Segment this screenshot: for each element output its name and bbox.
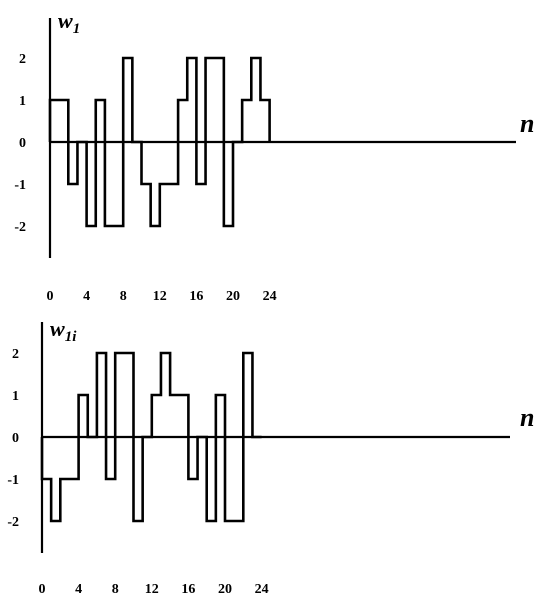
y-tick-label: -2 — [14, 220, 26, 235]
x-axis-label: n — [520, 403, 534, 432]
x-tick-label: 4 — [75, 582, 82, 597]
y-tick-label: 2 — [19, 52, 26, 67]
x-tick-label: 20 — [226, 289, 240, 304]
x-tick-label: 12 — [153, 289, 167, 304]
chart-w1i: 2 1 0 -1 -2 0 4 8 12 16 20 24 w1i n — [7, 316, 534, 597]
x-tick-label: 8 — [112, 582, 119, 597]
y-tick-label: 2 — [12, 347, 19, 362]
x-tick-label: 16 — [189, 289, 203, 304]
x-tick-label: 24 — [255, 582, 269, 597]
x-tick-label: 0 — [39, 582, 46, 597]
y-tick-label: -1 — [7, 473, 19, 488]
x-tick-label: 24 — [263, 289, 277, 304]
y-tick-label: -2 — [7, 515, 19, 530]
x-tick-label: 4 — [83, 289, 90, 304]
y-axis-label: w1i — [50, 316, 77, 345]
x-axis-label: n — [520, 109, 534, 138]
y-tick-label: 0 — [19, 136, 26, 151]
y-tick-label: 0 — [12, 431, 19, 446]
y-tick-label: 1 — [19, 94, 26, 109]
series-line — [48, 56, 271, 228]
x-tick-label: 8 — [120, 289, 127, 304]
x-tick-label: 12 — [145, 582, 159, 597]
x-tick-label: 16 — [181, 582, 195, 597]
y-tick-label: 1 — [12, 389, 19, 404]
y-tick-label: -1 — [14, 178, 26, 193]
series-line — [40, 351, 262, 523]
chart-w1: 2 1 0 -1 -2 0 4 8 12 16 20 24 w1 n — [14, 8, 534, 304]
y-axis-label: w1 — [58, 8, 80, 37]
x-tick-label: 20 — [218, 582, 232, 597]
x-tick-label: 0 — [47, 289, 54, 304]
